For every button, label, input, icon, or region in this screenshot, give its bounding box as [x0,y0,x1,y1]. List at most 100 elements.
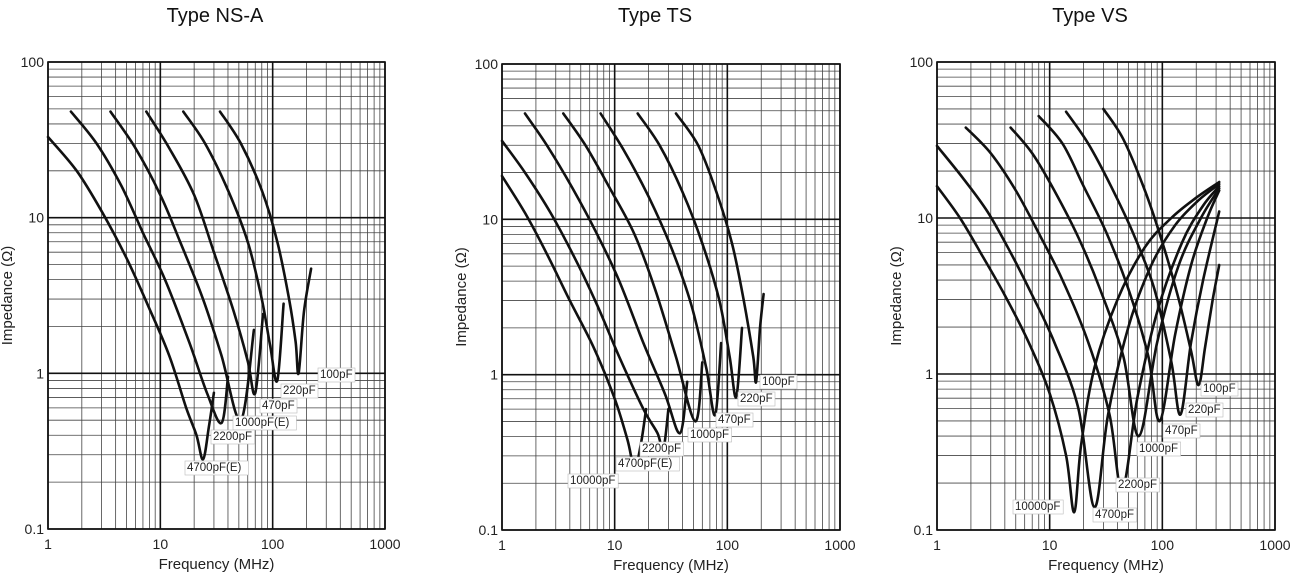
y-tick-label: 1 [925,366,933,382]
series-label-box [1136,441,1181,457]
series-label-box [1162,423,1201,439]
y-tick-label: 1 [490,367,498,383]
x-tick-label: 1000 [824,537,855,553]
series-label-box [615,456,680,472]
chart-panel-vs: Type VS 1 10 100 1000 0.1 1 10 100 Frequency (MH… [875,0,1305,586]
series-label: 100pF [320,369,353,381]
series-label: 470pF [262,400,295,412]
series-label: 470pF [718,414,751,426]
series-labels: 100pF 220pF 470pF 1000pF(E) 2200pF 4700pF(E) [184,367,356,476]
series-label: 2200pF [1118,479,1157,491]
series-label: 100pF [1203,383,1236,395]
series-label: 2200pF [213,431,252,443]
series-label: 470pF [1165,425,1198,437]
x-axis-label: Frequency (MHz) [1048,557,1164,574]
x-tick-label: 100 [1151,537,1175,553]
series-label-box [1092,507,1137,523]
x-tick-label: 1000 [369,536,400,552]
y-axis-label: Impedance (Ω) [0,246,16,346]
series-label-box [687,427,732,443]
x-tick-label: 1000 [1259,537,1290,553]
series-label-box [639,441,684,457]
x-tick-label: 1 [498,537,506,553]
grid [936,61,1276,531]
x-tick-label: 100 [261,536,285,552]
series-label-box [1200,381,1239,397]
series-curves [46,110,313,461]
series-line [1102,107,1221,387]
series-label-box [759,374,798,390]
series-label: 220pF [283,385,316,397]
series-label-box [232,415,297,431]
y-tick-label: 1 [36,365,44,381]
series-line [674,112,765,384]
y-tick-label: 0.1 [25,521,45,537]
series-line [1064,110,1221,416]
series-line [145,110,265,396]
y-tick-label: 10 [28,210,44,226]
grid [47,61,386,530]
x-tick-label: 10 [153,536,169,552]
series-line [636,112,744,399]
series-label-box [567,473,619,489]
series-label: 10000pF [1015,501,1060,513]
series-label: 1000pF(E) [235,417,290,429]
y-tick-label: 100 [910,54,934,70]
series-labels: 100pF 220pF 470pF 1000pF 2200pF 4700pF(E)1000… [567,374,798,489]
y-tick-label: 0.1 [914,522,934,538]
series-line [1009,126,1221,438]
series-curves [935,107,1221,514]
series-label-box [259,398,298,414]
y-tick-label: 10 [482,211,498,227]
series-label: 1000pF [690,429,729,441]
chart-title: Type TS [617,5,693,27]
y-axis-label: Impedance (Ω) [453,247,470,347]
series-label-box [715,412,754,428]
y-axis-label: Impedance (Ω) [888,246,905,346]
series-label: 220pF [1188,404,1221,416]
series-label-box [280,383,319,399]
plot-frame [501,63,841,531]
series-label: 1000pF [1139,443,1178,455]
series-line [218,110,313,376]
series-line [935,180,1221,514]
x-axis-label: Frequency (MHz) [613,557,729,574]
x-tick-label: 1 [44,536,52,552]
chart-title: Type VS [1052,5,1128,27]
series-line [109,110,256,422]
plot-frame [936,61,1276,531]
series-line [69,110,230,425]
y-tick-label: 10 [917,210,933,226]
series-labels: 100pF 220pF 470pF 1000pF 2200pF 4700pF 10000pF [1012,381,1239,523]
series-label: 220pF [740,393,773,405]
series-label-box [184,460,249,476]
series-label: 4700pF [1095,509,1134,521]
series-line [599,112,723,417]
x-tick-label: 10 [1042,537,1058,553]
series-label-box [1012,499,1064,515]
x-tick-label: 10 [607,537,623,553]
series-label-box [737,391,776,407]
chart-panel-ts: Type TS 1 10 100 1000 0.1 1 10 100 Frequency (MH… [440,0,870,586]
series-line [964,126,1221,492]
y-tick-label: 100 [475,56,499,72]
y-tick-label: 100 [21,54,45,70]
series-label-box [1185,402,1224,418]
series-label-box [1115,477,1160,493]
series-line [1037,114,1221,423]
series-label: 100pF [762,376,795,388]
series-label: 2200pF [642,443,681,455]
series-label: 4700pF(E) [187,462,242,474]
y-tick-label: 0.1 [479,522,499,538]
chart-panel-ns-a: Type NS-A 1 10 100 1000 0.1 1 10 100 Frequency (… [0,0,430,586]
series-label: 4700pF(E) [618,458,673,470]
series-line [46,135,216,461]
x-tick-label: 100 [716,537,740,553]
plot-frame [47,61,386,530]
